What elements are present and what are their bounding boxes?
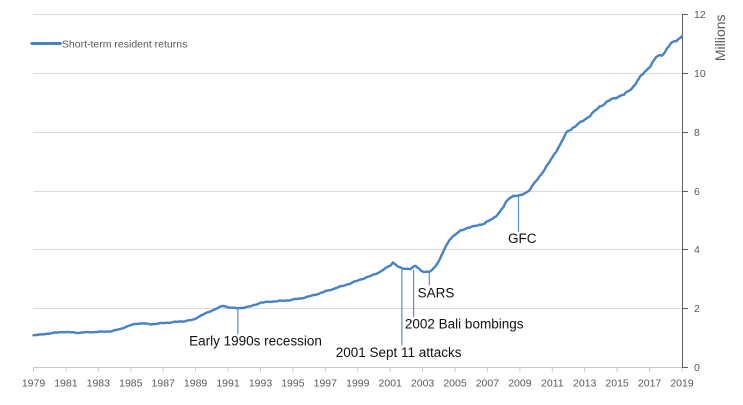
svg-text:2001 Sept 11 attacks: 2001 Sept 11 attacks bbox=[336, 345, 462, 360]
svg-text:2001: 2001 bbox=[379, 378, 403, 390]
svg-text:12: 12 bbox=[694, 9, 706, 21]
svg-text:2017: 2017 bbox=[638, 378, 662, 390]
svg-text:2009: 2009 bbox=[508, 378, 532, 390]
svg-text:1981: 1981 bbox=[54, 378, 78, 390]
svg-text:1989: 1989 bbox=[184, 378, 208, 390]
svg-text:4: 4 bbox=[694, 244, 700, 256]
svg-text:2015: 2015 bbox=[605, 378, 629, 390]
svg-text:1995: 1995 bbox=[281, 378, 305, 390]
svg-text:8: 8 bbox=[694, 127, 700, 139]
svg-text:2: 2 bbox=[694, 303, 700, 315]
svg-text:1999: 1999 bbox=[346, 378, 370, 390]
svg-text:2019: 2019 bbox=[670, 378, 694, 390]
svg-text:1991: 1991 bbox=[216, 378, 240, 390]
svg-text:1983: 1983 bbox=[87, 378, 111, 390]
svg-text:GFC: GFC bbox=[508, 231, 537, 246]
svg-text:2003: 2003 bbox=[411, 378, 435, 390]
svg-text:2007: 2007 bbox=[476, 378, 500, 390]
svg-text:1987: 1987 bbox=[152, 378, 176, 390]
svg-text:0: 0 bbox=[694, 362, 700, 374]
svg-text:Short-term resident returns: Short-term resident returns bbox=[62, 39, 187, 51]
svg-text:6: 6 bbox=[694, 186, 700, 198]
svg-text:1985: 1985 bbox=[119, 378, 143, 390]
svg-text:Early 1990s recession: Early 1990s recession bbox=[189, 334, 322, 349]
svg-text:2011: 2011 bbox=[541, 378, 564, 390]
svg-text:1997: 1997 bbox=[314, 378, 338, 390]
svg-text:2013: 2013 bbox=[573, 378, 597, 390]
svg-text:Millions: Millions bbox=[712, 14, 728, 61]
svg-text:2002 Bali bombings: 2002 Bali bombings bbox=[405, 317, 524, 332]
svg-text:SARS: SARS bbox=[418, 285, 455, 300]
svg-text:2005: 2005 bbox=[443, 378, 467, 390]
svg-text:1993: 1993 bbox=[249, 378, 273, 390]
svg-text:1979: 1979 bbox=[22, 378, 46, 390]
svg-text:10: 10 bbox=[694, 68, 706, 80]
